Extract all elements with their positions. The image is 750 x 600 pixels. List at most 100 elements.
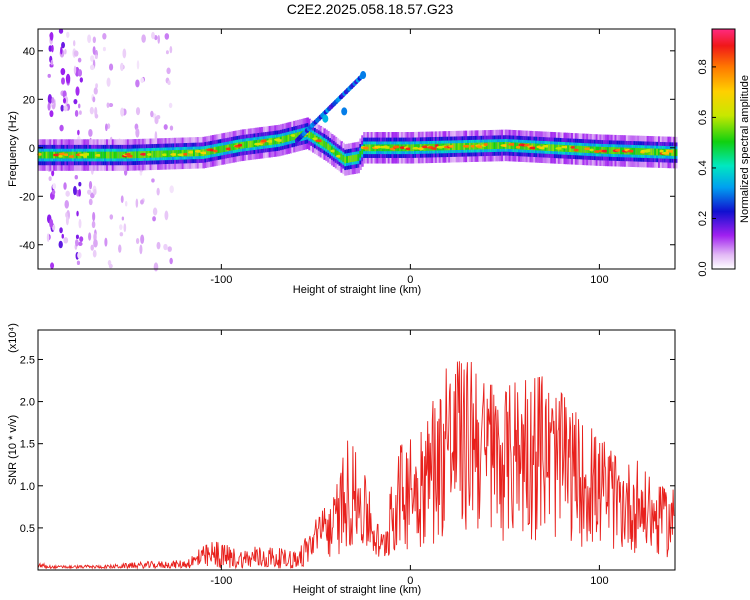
spectrogram-band-cell [136, 151, 139, 159]
spectrogram-noise-cell [46, 233, 50, 242]
spectrogram-band-cell [192, 149, 196, 157]
spectrogram-band-cell [485, 142, 489, 150]
spectrogram-noise-cell [64, 48, 67, 55]
spectrogram-noise-cell [108, 263, 113, 269]
spectrogram-noise-cell [65, 73, 71, 84]
spectrogram-band-cell [548, 144, 551, 151]
spectrogram-band-cell [295, 132, 298, 140]
spectrogram-band-cell [455, 143, 459, 151]
spectrogram-band-cell [70, 151, 73, 159]
spectrogram-noise-cell [93, 238, 98, 248]
spectrogram-noise-cell [118, 244, 122, 253]
spectrogram-noise-cell [88, 198, 93, 206]
spectrogram-peak-cell [194, 149, 203, 153]
spectrogram-noise-cell [156, 187, 160, 196]
spectrogram-peak-cell [615, 148, 622, 152]
spectrogram-noise-cell [169, 185, 174, 194]
spectrogram-band-cell [90, 151, 94, 159]
spectrogram-band-cell [389, 144, 393, 152]
spectrogram-peak-cell [659, 149, 665, 153]
spectrogram-noise-cell [63, 182, 67, 190]
spectrogram-y-axis-label: Frequency (Hz) [7, 111, 19, 187]
spectrogram-feature [322, 114, 329, 123]
spectrogram-peak-cell [573, 148, 580, 152]
spectrogram-noise-cell [94, 113, 99, 119]
spectrogram-peak-cell [470, 144, 475, 148]
spectrogram-noise-cell [156, 241, 161, 250]
spectrogram-band-cell [134, 151, 137, 159]
snr-y-tick-label: 1.0 [20, 481, 35, 493]
spectrogram-band-cell [73, 151, 77, 159]
spectrogram-peak-cell [237, 143, 243, 147]
spectrogram-band-cell [130, 151, 134, 159]
spectrogram-band-cell [102, 151, 105, 159]
spectrogram-band-cell [177, 150, 181, 157]
spectrogram-band-cell [567, 145, 570, 152]
spectrogram-noise-cell [124, 200, 128, 207]
spectrogram-noise-cell [92, 249, 97, 258]
spectrogram-band-cell [230, 143, 234, 151]
spectrogram-noise-cell [108, 63, 114, 71]
spectrogram-band-cell [153, 150, 156, 158]
spectrogram-noise-cell [140, 234, 145, 245]
page-title: C2E2.2025.058.18.57.G23 [287, 1, 454, 17]
spectrogram-noise-cell [136, 60, 140, 70]
spectrogram-noise-cell [49, 110, 54, 118]
spectrogram-peak-cell [448, 144, 456, 148]
spectrogram-peak-cell [483, 143, 489, 146]
spectrogram-band-cell [325, 141, 328, 149]
spectrogram-noise-cell [153, 262, 159, 272]
spectrogram-band-cell [595, 146, 599, 154]
spectrogram-noise-cell [64, 200, 69, 209]
spectrogram-band-cell [244, 141, 247, 149]
spectrogram-band-cell [351, 155, 355, 162]
spectrogram-peak-cell [330, 149, 336, 153]
spectrogram-band-cell [518, 142, 521, 150]
spectrogram-noise-cell [150, 110, 154, 118]
spectrogram-band-cell [104, 151, 107, 159]
spectrogram-band-cell [49, 151, 52, 159]
spectrogram-noise-cell [141, 34, 146, 43]
snr-panel: -100 0 100 0.5 1.0 1.5 2.0 2.5 Height of strai… [7, 323, 676, 596]
spectrogram-band-cell [346, 156, 349, 163]
spectrogram-peak-cell [515, 145, 521, 149]
spectrogram-peak-cell [161, 153, 168, 157]
spectrogram-peak-cell [188, 150, 195, 154]
spectrogram-noise-cell [58, 28, 64, 34]
spectrogram-band-cell [41, 151, 45, 159]
spectrogram-x-ticks: -100 0 100 [210, 29, 609, 286]
spectrogram-y-ticks: -40 -20 0 20 40 [19, 46, 675, 252]
snr-x-ticks: -100 0 100 [210, 330, 609, 587]
snr-y-tick-label: 2.5 [20, 354, 35, 366]
spectrogram-band-cell [100, 151, 103, 159]
spectrogram-peak-cell [37, 153, 43, 156]
spectrogram-peak-cell [213, 149, 219, 153]
spectrogram-band-cell [593, 146, 597, 154]
spectrogram-noise-cell [88, 232, 92, 241]
spectrogram-noise-cell [122, 48, 127, 59]
spectrogram-noise-cell [167, 246, 172, 252]
spectrogram-noise-cell [87, 34, 92, 44]
spectrogram-band-cell [336, 150, 340, 158]
spectrogram-x-tick-label: 100 [590, 274, 608, 286]
spectrogram-x-tick-label: 0 [407, 274, 413, 286]
spectrogram-band-cell [635, 147, 638, 155]
spectrogram-band-cell [111, 151, 115, 159]
spectrogram-noise-cell [163, 124, 168, 130]
spectrogram-noise-cell [77, 241, 83, 247]
spectrogram-band-cell [194, 149, 198, 157]
spectrogram-noise-cell [92, 46, 96, 55]
spectrogram-band-cell [639, 148, 642, 155]
spectrogram-noise-cell [73, 185, 77, 196]
spectrogram-peak-cell [290, 134, 296, 137]
colorbar: 0.0 0.2 0.4 0.6 0.8 Normalized spectral ampl… [697, 28, 750, 277]
spectrogram-noise-cell [49, 218, 54, 228]
spectrogram-noise-cell [77, 57, 82, 63]
spectrogram-band-cell [68, 151, 71, 159]
spectrogram-noise-cell [52, 183, 57, 190]
spectrogram-noise-cell [48, 176, 52, 182]
spectrogram-noise-cell [135, 79, 140, 88]
spectrogram-band-cell [221, 145, 224, 153]
spectrogram-band-cell [157, 150, 160, 158]
spectrogram-noise-cell [92, 211, 96, 222]
